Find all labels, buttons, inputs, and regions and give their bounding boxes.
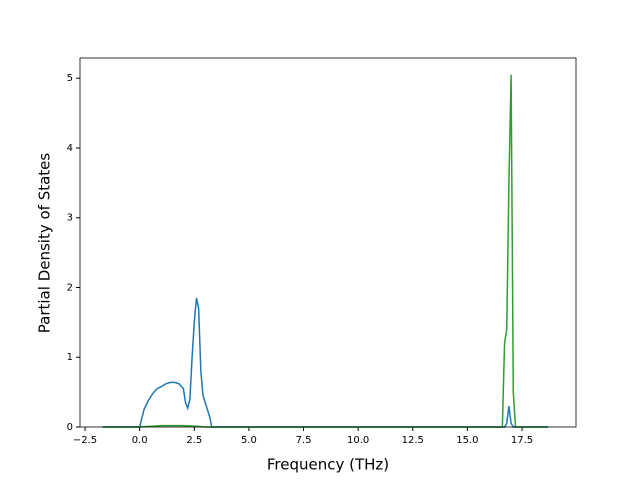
line xyxy=(102,74,549,428)
line xyxy=(102,297,549,428)
y-tick-label: 3 xyxy=(67,213,73,224)
x-tick-label: 17.5 xyxy=(511,435,533,446)
y-tick-label: 2 xyxy=(67,282,73,293)
y-tick-label: 0 xyxy=(67,422,73,433)
plot-frame xyxy=(79,57,577,428)
y-axis-title: Partial Density of States xyxy=(36,153,54,334)
y-tick-label: 4 xyxy=(67,143,73,154)
x-tick-label: 15.0 xyxy=(456,435,478,446)
x-tick-label: 7.5 xyxy=(296,435,312,446)
x-tick-label: 0.0 xyxy=(132,435,148,446)
x-tick-label: 2.5 xyxy=(186,435,202,446)
x-tick-label: 12.5 xyxy=(402,435,424,446)
x-tick-label: −2.5 xyxy=(73,435,97,446)
x-tick-label: 10.0 xyxy=(347,435,369,446)
x-tick-label: 5.0 xyxy=(241,435,257,446)
y-tick-label: 1 xyxy=(67,352,73,363)
x-axis-title: Frequency (THz) xyxy=(267,456,389,474)
y-tick-label: 5 xyxy=(67,73,73,84)
